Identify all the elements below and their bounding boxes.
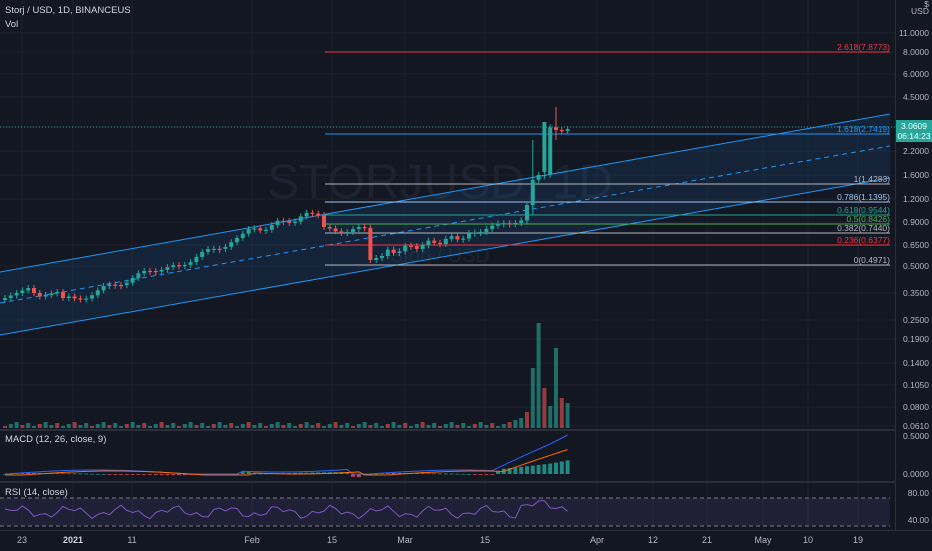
volume-bars <box>3 323 570 428</box>
fib-level[interactable]: 0.5(0.8426) <box>325 214 891 225</box>
fib-level[interactable]: 0.618(0.9544) <box>325 205 890 216</box>
price-tick: 1.6000 <box>903 170 929 180</box>
rsi-tick: 80.00 <box>907 488 929 498</box>
time-tick: May <box>754 535 772 545</box>
price-tick: 0.1050 <box>903 380 929 390</box>
price-tick: 8.0000 <box>903 47 929 57</box>
price-tick: 0.0610 <box>903 421 929 431</box>
price-tick: 0.0800 <box>903 402 929 412</box>
chart-area[interactable]: STORJUSD, 1D Storj / USD 2.618(7.8773)1.… <box>0 0 895 530</box>
price-tick: 0.5000 <box>903 261 929 271</box>
fib-level[interactable]: 1.618(2.7419) <box>325 124 890 135</box>
candlestick-series <box>3 107 570 303</box>
bar-countdown: 06:14:23 <box>897 131 931 141</box>
fib-level-label: 0.382(0.7440) <box>837 223 890 233</box>
fib-level[interactable]: 0(0.4971) <box>325 255 891 266</box>
macd-tick: 0.5000 <box>903 431 929 441</box>
time-tick: 15 <box>479 535 491 545</box>
rsi-pane <box>0 497 890 527</box>
fib-level-label: 1(1.4283) <box>854 174 891 184</box>
time-tick: 10 <box>802 535 814 545</box>
current-price: 3.0609 <box>901 121 927 131</box>
price-tick: 0.9000 <box>903 217 929 227</box>
time-tick: 12 <box>647 535 659 545</box>
fib-level[interactable]: 0.786(1.1395) <box>325 192 890 203</box>
time-tick: 19 <box>852 535 864 545</box>
time-tick: 21 <box>701 535 713 545</box>
price-tick: 6.0000 <box>903 69 929 79</box>
time-axis[interactable]: 23 2021 11 Feb 15 Mar 15 Apr 12 21 May 10 19 <box>0 530 932 551</box>
time-tick: Mar <box>397 535 413 545</box>
fib-level-label: 1.618(2.7419) <box>837 124 890 134</box>
time-tick: Feb <box>244 535 260 545</box>
macd-tick: 0.0000 <box>903 469 929 479</box>
macd-pane <box>3 434 570 478</box>
price-tick: 11.0000 <box>898 28 929 38</box>
time-tick: 23 <box>16 535 28 545</box>
rsi-legend[interactable]: RSI (14, close) <box>5 487 68 498</box>
fib-level-label: 0.5(0.8426) <box>847 214 891 224</box>
current-price-tag: 3.0609 06:14:23 <box>896 120 932 142</box>
fib-level[interactable]: 1(1.4283) <box>325 174 891 185</box>
time-tick: 11 <box>127 535 137 545</box>
price-tick: 0.1400 <box>903 358 929 368</box>
price-tick: 4.5000 <box>903 92 929 102</box>
fib-level-label: 0.786(1.1395) <box>837 192 890 202</box>
volume-legend[interactable]: Vol <box>5 19 19 30</box>
fib-level[interactable]: 0.382(0.7440) <box>325 223 890 234</box>
macd-legend[interactable]: MACD (12, 26, close, 9) <box>5 434 107 445</box>
fib-level-label: 0.618(0.9544) <box>837 205 890 215</box>
fib-level[interactable]: 2.618(7.8773) <box>325 42 890 53</box>
time-tick: 15 <box>326 535 338 545</box>
price-tick: 1.2000 <box>903 194 929 204</box>
price-tick: 0.3500 <box>903 288 929 298</box>
fib-level-label: 2.618(7.8773) <box>837 42 890 52</box>
currency-symbol-label: $ <box>924 0 929 9</box>
price-tick: 0.1900 <box>903 334 929 344</box>
watermark-symbol: STORJUSD, 1D <box>267 156 613 209</box>
fib-level-label: 0(0.4971) <box>854 255 891 265</box>
time-tick: Apr <box>589 535 605 545</box>
price-tick: 2.2000 <box>903 146 929 156</box>
fib-level[interactable]: 0.236(0.6377) <box>325 235 890 246</box>
price-tick: 0.2500 <box>903 315 929 325</box>
fib-level-label: 0.236(0.6377) <box>837 235 890 245</box>
price-tick: 0.6500 <box>903 240 929 250</box>
symbol-title[interactable]: Storj / USD, 1D, BINANCEUS <box>5 5 131 16</box>
rsi-tick: 40.00 <box>907 515 929 525</box>
price-axis[interactable]: $ USD 11.00008.00006.00004.50003.06002.2… <box>895 0 932 530</box>
time-tick: 2021 <box>62 535 84 545</box>
currency-label[interactable]: USD <box>911 6 929 16</box>
fibonacci-retracement[interactable]: 2.618(7.8773) 1.618(2.7419) 1(1.4283) 0.786… <box>325 42 891 266</box>
